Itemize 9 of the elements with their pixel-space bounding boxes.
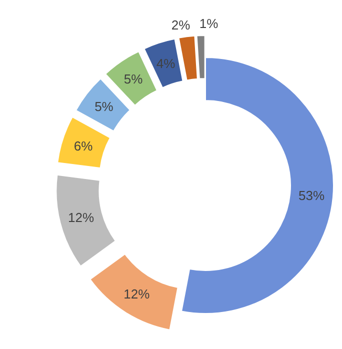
data-label: 2% <box>171 17 191 32</box>
data-label: 6% <box>74 138 94 154</box>
data-label: 4% <box>156 56 176 71</box>
data-label: 12% <box>68 210 94 225</box>
data-label: 5% <box>124 72 144 87</box>
data-label: 53% <box>298 188 325 204</box>
data-label: 12% <box>124 286 150 302</box>
data-label: 1% <box>199 16 219 32</box>
data-label: 5% <box>94 99 114 114</box>
